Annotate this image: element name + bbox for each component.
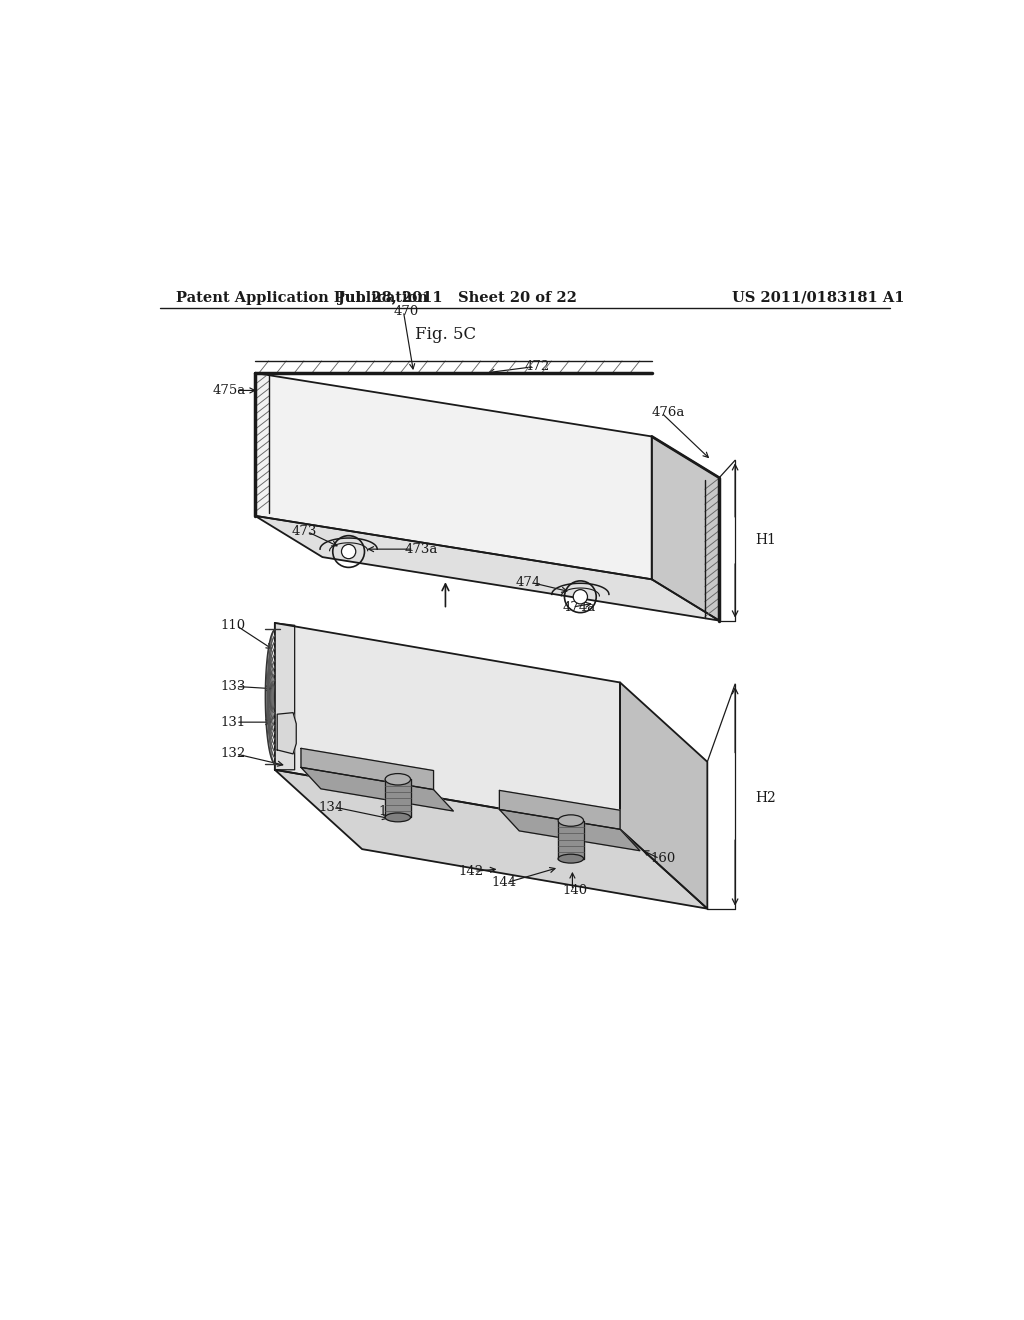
- Polygon shape: [255, 516, 719, 620]
- Circle shape: [341, 544, 355, 558]
- Polygon shape: [500, 791, 620, 829]
- Text: 144: 144: [492, 876, 517, 888]
- Text: 131: 131: [220, 715, 246, 729]
- Text: 130: 130: [379, 804, 404, 817]
- Text: 160: 160: [650, 853, 676, 865]
- Polygon shape: [255, 374, 652, 579]
- Text: 142: 142: [459, 865, 483, 878]
- Text: 476a: 476a: [652, 407, 685, 420]
- Text: 473: 473: [292, 525, 316, 539]
- Ellipse shape: [385, 813, 411, 822]
- Polygon shape: [652, 437, 719, 620]
- Polygon shape: [274, 623, 620, 829]
- Text: 140: 140: [563, 884, 588, 896]
- Polygon shape: [301, 767, 454, 810]
- Text: Fig. 5C: Fig. 5C: [415, 326, 476, 343]
- Text: US 2011/0183181 A1: US 2011/0183181 A1: [732, 290, 904, 305]
- Polygon shape: [620, 682, 708, 908]
- Text: 474: 474: [515, 576, 541, 589]
- Text: 134: 134: [318, 800, 344, 813]
- Text: Patent Application Publication: Patent Application Publication: [176, 290, 428, 305]
- Polygon shape: [558, 821, 584, 858]
- Polygon shape: [274, 770, 708, 908]
- Ellipse shape: [558, 854, 584, 863]
- Ellipse shape: [385, 774, 411, 785]
- Circle shape: [573, 590, 588, 605]
- Text: 110: 110: [220, 619, 246, 632]
- Text: 470: 470: [394, 305, 419, 318]
- Text: 133: 133: [220, 680, 246, 693]
- Polygon shape: [385, 779, 411, 817]
- Ellipse shape: [558, 814, 584, 826]
- Text: 472: 472: [524, 360, 550, 374]
- Polygon shape: [500, 809, 640, 850]
- Text: 474a: 474a: [563, 601, 596, 614]
- Text: H1: H1: [755, 533, 776, 546]
- Text: H2: H2: [755, 791, 776, 805]
- Polygon shape: [274, 623, 295, 770]
- Polygon shape: [301, 748, 433, 789]
- Polygon shape: [278, 713, 296, 754]
- Text: 132: 132: [220, 747, 246, 760]
- Text: 475a: 475a: [212, 384, 246, 397]
- Text: 473a: 473a: [404, 543, 437, 556]
- Text: Jul. 28, 2011   Sheet 20 of 22: Jul. 28, 2011 Sheet 20 of 22: [338, 290, 577, 305]
